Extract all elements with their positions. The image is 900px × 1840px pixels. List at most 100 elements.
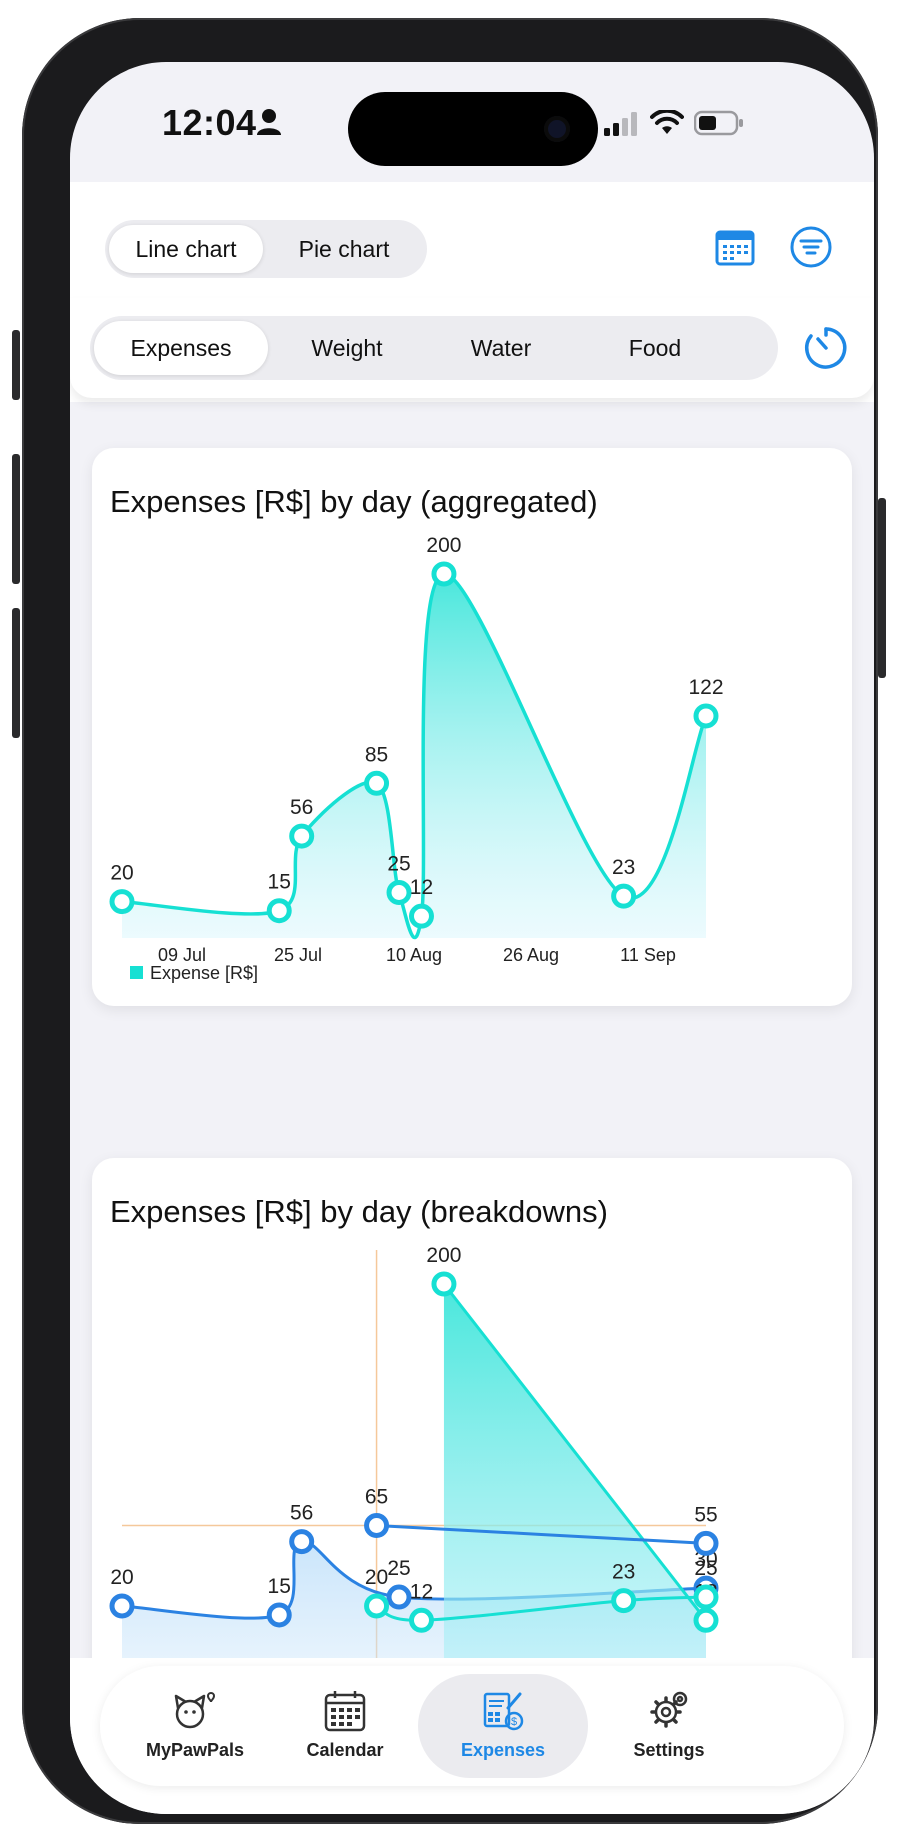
data-label: 23 <box>612 856 635 879</box>
tab-bar-pill: MyPawPals Calendar <box>100 1666 844 1786</box>
tab-mypawpals[interactable]: MyPawPals <box>110 1674 280 1778</box>
tab-bar: MyPawPals Calendar <box>70 1658 874 1814</box>
x-tick-label: 25 Jul <box>274 945 322 965</box>
data-label: 12 <box>410 876 433 899</box>
x-tick-label: 09 Jul <box>158 945 206 965</box>
data-label: 56 <box>290 1502 313 1525</box>
status-bar: 12:04 <box>70 62 874 182</box>
volume-up-button <box>12 454 20 584</box>
data-label: 122 <box>688 676 723 699</box>
tab-label: Calendar <box>306 1740 384 1760</box>
data-point <box>386 1584 412 1610</box>
legend-label: Expense [R$] <box>150 963 258 983</box>
data-label: 200 <box>426 1244 461 1267</box>
data-point <box>693 1584 719 1610</box>
series-line <box>121 572 708 940</box>
data-label: 15 <box>268 871 291 894</box>
signal-icon <box>604 112 637 136</box>
data-point <box>289 823 315 849</box>
data-point <box>364 1513 390 1538</box>
header: Line chart Pie chart Expe <box>70 182 874 402</box>
data-point <box>386 880 412 905</box>
data-point <box>109 889 135 915</box>
status-time: 12:04 <box>162 102 257 144</box>
calendar-grid-icon[interactable] <box>712 224 758 270</box>
data-point <box>693 1530 719 1556</box>
svg-text:$: $ <box>511 1716 517 1728</box>
phone-frame: 12:04 <box>12 18 886 1824</box>
series-area <box>443 1284 706 1718</box>
pets-icon <box>174 1692 216 1729</box>
tab-expenses[interactable]: Expenses <box>94 321 268 375</box>
data-point <box>364 1593 390 1619</box>
data-label: 55 <box>694 1503 717 1526</box>
data-point <box>109 1593 135 1619</box>
tab-label: Settings <box>633 1740 705 1760</box>
status-time-text: 12:04 <box>162 102 257 143</box>
metric-tabs-card: Expenses Weight Water Food <box>70 298 874 398</box>
data-point <box>431 1271 457 1297</box>
dynamic-island <box>348 92 598 166</box>
data-label: 25 <box>387 1557 410 1580</box>
data-point <box>693 1607 719 1633</box>
data-label: 12 <box>410 1580 433 1603</box>
volume-down-button <box>12 608 20 738</box>
silent-switch <box>12 330 20 400</box>
series-line <box>442 1283 708 1622</box>
data-point <box>611 1588 637 1614</box>
expenses-icon: $ <box>483 1692 524 1731</box>
timer-icon[interactable] <box>802 324 850 372</box>
tab-settings[interactable]: Settings <box>584 1674 754 1778</box>
pie-chart-option[interactable]: Pie chart <box>298 236 390 262</box>
series-line <box>376 1524 707 1545</box>
data-label: 85 <box>365 743 388 766</box>
battery-icon <box>694 110 743 136</box>
data-label: 56 <box>290 796 313 819</box>
x-tick-label: 10 Aug <box>386 945 442 965</box>
series-line <box>375 1595 707 1622</box>
tab-label: Expenses <box>460 1740 546 1760</box>
tab-food[interactable]: Food <box>628 335 682 361</box>
data-label: 25 <box>694 1557 717 1580</box>
screen: 12:04 <box>70 62 874 1814</box>
chart-title: Expenses [R$] by day (breakdowns) <box>110 1194 608 1229</box>
tab-weight[interactable]: Weight <box>311 335 383 361</box>
chart-title: Expenses [R$] by day (aggregated) <box>110 484 598 519</box>
data-label: 25 <box>387 853 410 876</box>
data-point <box>693 703 719 729</box>
chart-type-segmented-control: Line chart Pie chart <box>105 220 427 278</box>
data-point <box>408 1607 434 1633</box>
tab-label: MyPawPals <box>145 1740 245 1760</box>
data-point <box>266 898 292 924</box>
power-button <box>878 498 886 678</box>
data-point <box>431 561 457 587</box>
data-point <box>266 1602 292 1628</box>
data-point <box>289 1529 315 1555</box>
person-icon <box>257 109 281 135</box>
data-point <box>611 883 637 909</box>
data-label: 20 <box>110 1566 133 1589</box>
data-label: 20 <box>110 862 133 885</box>
x-tick-label: 11 Sep <box>620 945 676 965</box>
filter-icon[interactable] <box>788 224 834 270</box>
calendar-icon <box>324 1691 366 1732</box>
data-label: 23 <box>612 1561 635 1584</box>
data-label: 65 <box>365 1486 388 1509</box>
data-label: 15 <box>268 1575 291 1598</box>
tab-expenses-nav[interactable]: $ Expenses <box>418 1674 588 1778</box>
tab-calendar[interactable]: Calendar <box>260 1674 430 1778</box>
settings-icon <box>650 1691 688 1728</box>
data-point <box>364 770 390 796</box>
metric-segmented-control: Expenses Weight Water Food <box>90 316 778 380</box>
front-camera <box>544 116 570 142</box>
data-point <box>408 903 434 929</box>
legend-swatch <box>130 966 143 979</box>
breakdowns-chart: 201556253020012655520122325 <box>109 1244 719 1718</box>
line-chart-option[interactable]: Line chart <box>109 225 263 273</box>
tab-water[interactable]: Water <box>470 335 532 361</box>
chart-card-breakdowns: Expenses [R$] by day (breakdowns) 20 15 56… <box>92 1158 852 1718</box>
wifi-icon <box>650 110 684 134</box>
data-label: 200 <box>426 534 461 557</box>
series-area <box>122 573 706 938</box>
